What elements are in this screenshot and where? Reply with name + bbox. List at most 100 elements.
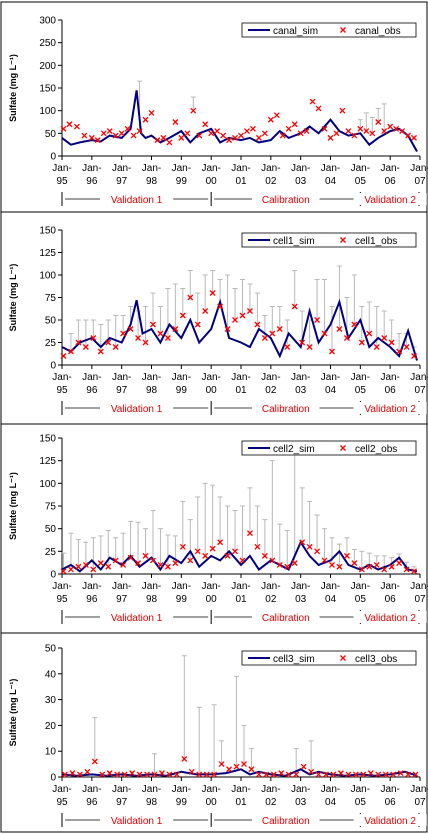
data-point-cell1_obs [187,294,194,301]
data-point-canal_obs [309,98,316,105]
data-point-cell2_obs [291,560,298,567]
y-axis-label: Sulfate (mg L⁻¹) [8,679,18,747]
data-point-cell3_obs [397,770,404,777]
x-tick-label-top: Jan- [52,372,71,383]
period-label: Validation 1 [111,613,163,624]
x-tick-label-bottom: 05 [355,385,367,396]
x-tick-label-bottom: 03 [295,797,307,808]
data-point-cell1_obs [217,303,224,310]
data-point-canal_obs [178,134,185,141]
y-tick-label: 50 [45,316,57,327]
y-tick-label: 25 [45,547,57,558]
x-tick-label-bottom: 99 [176,797,188,808]
data-point-cell3_obs [166,771,173,778]
data-point-cell3_obs [106,770,113,777]
data-point-canal_obs [285,125,292,132]
data-point-canal_obs [351,132,358,139]
x-tick-label-bottom: 01 [235,797,247,808]
data-point-cell1_obs [179,312,186,319]
data-point-cell2_obs [403,566,410,573]
x-tick-label-bottom: 01 [235,594,247,605]
data-point-cell2_obs [135,560,142,567]
y-tick-label: 40 [45,669,57,680]
data-point-cell2_obs [97,560,104,567]
x-tick-label-top: Jan- [291,581,310,592]
y-tick-label: 30 [45,695,57,706]
y-tick-label: 50 [45,524,57,535]
data-point-cell2_obs [254,543,261,550]
period-label: Validation 2 [364,195,416,206]
data-point-canal_obs [279,132,286,139]
x-tick-label-bottom: 98 [146,385,158,396]
data-point-cell1_obs [239,312,246,319]
legend-label-obs: canal_obs [355,26,401,37]
x-tick-label-top: Jan- [380,784,399,795]
data-point-cell3_obs [278,770,285,777]
data-point-cell3_obs [337,770,344,777]
data-point-cell2_obs [269,557,276,564]
period-label-bg [251,402,320,414]
legend-label-sim: canal_sim [273,26,318,37]
data-point-cell2_obs [299,539,306,546]
data-point-cell3_obs [99,771,106,778]
x-tick-label-top: Jan- [172,784,191,795]
data-point-canal_obs [214,128,221,135]
data-point-cell1_obs [246,308,253,314]
data-point-cell2_obs [284,563,291,570]
y-tick-label: 10 [45,747,57,758]
data-point-cell2_obs [239,557,246,564]
data-point-canal_obs [369,130,376,137]
data-point-cell1_obs [291,303,298,310]
data-point-canal_obs [160,134,167,141]
data-point-cell3_obs [69,770,76,777]
data-point-cell1_obs [336,326,343,332]
data-point-canal_obs [375,119,382,125]
data-point-cell2_obs [329,561,335,568]
data-point-canal_obs [297,130,304,137]
data-point-canal_obs [232,134,238,141]
data-point-cell2_obs [150,557,156,564]
legend-box [241,650,417,666]
data-point-cell3_obs [360,771,367,778]
data-point-cell2_obs [75,563,82,570]
data-point-cell1_obs [120,330,127,337]
data-point-cell3_obs [181,755,188,762]
data-point-cell3_obs [196,771,203,778]
data-point-cell1_obs [388,339,395,346]
x-tick-label-bottom: 97 [116,176,128,187]
data-point-cell3_obs [352,771,359,778]
data-point-canal_obs [202,121,209,128]
x-tick-label-top: Jan- [321,581,340,592]
data-point-cell2_obs [67,566,74,573]
y-tick-label: 0 [50,570,56,581]
x-tick-label-bottom: 04 [325,385,337,396]
data-point-cell1_obs [351,321,358,328]
data-point-cell1_obs [321,330,328,337]
x-tick-label-bottom: 03 [295,385,307,396]
data-point-cell3_obs [323,771,329,778]
y-tick-label: 300 [39,16,56,27]
data-point-canal_obs [196,132,203,139]
x-tick-label-bottom: 02 [265,797,277,808]
y-tick-label: 250 [39,38,56,49]
data-point-cell2_obs [306,543,313,550]
x-tick-label-top: Jan- [351,784,370,795]
x-tick-label-top: Jan- [351,372,370,383]
x-tick-label-top: Jan- [231,372,250,383]
y-tick-label: 150 [39,434,56,445]
chart-panel-3: 0 25 50 75 100 125 150 Sulfate (mg L⁻¹) Jan- 95 Ja… [0,423,428,634]
period-label-bg [353,611,427,623]
period-label: Calibration [262,816,310,827]
chart-panel-2: 0 25 50 75 100 125 150 Sulfate (mg L⁻¹) Jan- 95 Ja… [0,211,428,425]
data-point-canal_obs [94,137,101,144]
data-point-canal_obs [267,116,274,123]
data-point-cell1_obs [254,321,261,328]
data-point-canal_obs [321,125,328,132]
y-tick-label: 50 [45,129,57,140]
data-point-canal_obs [100,130,107,137]
data-point-cell2_obs [314,548,321,555]
data-point-cell1_obs [75,339,82,346]
data-point-cell1_obs [366,330,373,337]
